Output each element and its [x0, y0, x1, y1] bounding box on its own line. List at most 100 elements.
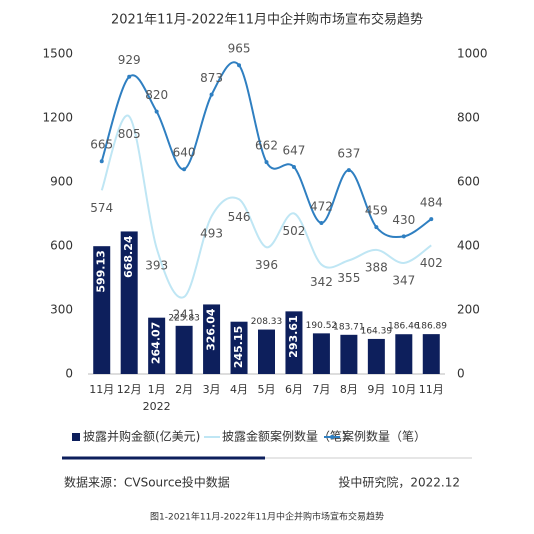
bar [285, 311, 303, 374]
bar-value-label: 225.83 [168, 313, 200, 323]
line-value-label: 241 [173, 307, 196, 321]
bar [175, 325, 193, 374]
bar-value-label: 183.71 [333, 322, 365, 332]
legend-label: 案例数量（笔） [342, 429, 426, 444]
x-tick-label: 11月 [419, 383, 444, 396]
bar [148, 317, 166, 374]
x-tick-label: 1月 [148, 383, 166, 396]
line-value-label: 484 [420, 196, 443, 210]
bar [120, 231, 138, 374]
line-value-label: 546 [228, 210, 251, 224]
x-tick-label: 8月 [340, 383, 358, 396]
line-point [319, 220, 324, 225]
bar-value-label: 186.46 [388, 322, 420, 332]
line-value-label: 355 [337, 271, 360, 285]
source: 数据来源：CVSource投中数据 [64, 475, 230, 490]
bar [93, 246, 111, 374]
line-value-label: 402 [420, 256, 443, 270]
line-value-label: 459 [365, 204, 388, 218]
bar [258, 329, 275, 374]
bar-value-label: 164.39 [361, 326, 393, 336]
line-value-label: 502 [283, 224, 306, 238]
bar-value-label: 186.89 [416, 322, 448, 332]
legend-label: 披露并购金额(亿美元) [83, 429, 200, 444]
line-value-label: 805 [118, 127, 141, 141]
line-value-label: 342 [310, 275, 333, 289]
x-tick-label: 2月 [175, 383, 193, 396]
line-value-label: 647 [283, 143, 306, 157]
x-tick-label: 4月 [230, 383, 248, 396]
bar [230, 321, 248, 374]
bar [203, 304, 221, 374]
x-tick-label: 11月 [89, 383, 114, 396]
bar [367, 338, 385, 374]
line-value-label: 472 [310, 199, 333, 213]
line-value-label: 665 [90, 138, 113, 152]
line-point [401, 234, 406, 239]
x-tick-label: 6月 [285, 383, 303, 396]
bar [340, 334, 358, 374]
line-point [374, 225, 379, 230]
line-point [127, 74, 132, 79]
chart-title: 2021年11月-2022年11月中企并购市场宣布交易趋势 [111, 12, 423, 28]
y2-tick-label: 0 [457, 367, 465, 381]
line-value-label: 640 [173, 146, 196, 160]
line-point [291, 164, 296, 169]
legend-swatch [72, 433, 80, 441]
line [100, 114, 432, 299]
x-tick-label: 7月 [312, 383, 330, 396]
legend-label: 披露金额案例数量（笔） [222, 429, 354, 444]
line-value-label: 574 [90, 201, 113, 215]
bar-value-label: 326.04 [205, 308, 218, 351]
y-tick-label: 900 [50, 175, 73, 189]
bar [312, 333, 330, 374]
x-tick-label: 12月 [117, 383, 142, 396]
y2-tick-label: 200 [457, 303, 480, 317]
bar-value-label: 264.07 [150, 322, 163, 364]
line-value-label: 929 [118, 53, 141, 67]
line-value-label: 637 [337, 147, 360, 161]
legend-swatch [330, 435, 334, 439]
line-point [182, 167, 187, 172]
line-point [429, 217, 434, 222]
line-value-label: 430 [392, 213, 415, 227]
publisher: 投中研究院，2022.12 [338, 475, 460, 490]
line-value-label: 393 [145, 259, 168, 273]
line-value-label: 820 [145, 88, 168, 102]
annotation: 2022 [143, 400, 171, 413]
y2-tick-label: 800 [457, 111, 480, 125]
bar-value-label: 208.33 [251, 317, 283, 327]
line-point [99, 159, 104, 164]
y2-tick-label: 1000 [457, 47, 488, 61]
x-tick-label: 3月 [203, 383, 221, 396]
y-tick-label: 300 [50, 303, 73, 317]
x-tick-label: 5月 [258, 383, 276, 396]
y-tick-label: 600 [50, 239, 73, 253]
line-value-label: 965 [228, 42, 251, 56]
bar [395, 334, 413, 374]
y-tick-label: 1200 [42, 111, 73, 125]
line-point [209, 92, 214, 97]
line-point [264, 160, 269, 165]
x-tick-label: 10月 [391, 383, 416, 396]
bar [422, 334, 440, 374]
line-value-label: 347 [392, 273, 415, 287]
bar-value-label: 190.52 [306, 321, 338, 331]
y-tick-label: 0 [65, 367, 73, 381]
caption: 图1-2021年11月-2022年11月中企并购市场宣布交易趋势 [150, 511, 384, 523]
line-value-label: 396 [255, 258, 278, 272]
bar-value-label: 599.13 [95, 250, 108, 292]
line-point [237, 63, 242, 68]
line-value-label: 388 [365, 260, 388, 274]
y-tick-label: 1500 [42, 47, 73, 61]
line-value-label: 662 [255, 139, 278, 153]
y2-tick-label: 600 [457, 175, 480, 189]
x-tick-label: 9月 [367, 383, 385, 396]
line-value-label: 493 [200, 227, 223, 241]
y2-tick-label: 400 [457, 239, 480, 253]
bar-value-label: 245.15 [232, 326, 245, 368]
bar-value-label: 668.24 [122, 235, 135, 278]
line-point [154, 109, 159, 114]
line-value-label: 873 [200, 71, 223, 85]
